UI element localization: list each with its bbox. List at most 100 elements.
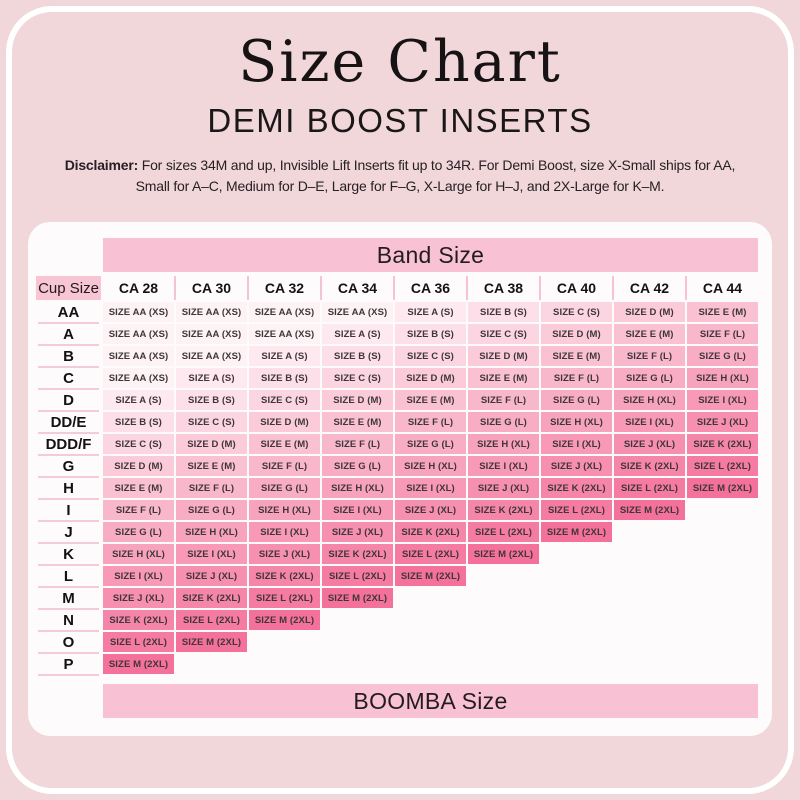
table-row: O SIZE L (2XL) SIZE M (2XL): [36, 632, 758, 654]
size-cell: SIZE L (2XL): [395, 544, 466, 564]
size-cell: SIZE J (XL): [395, 500, 466, 520]
size-cell: SIZE F (L): [541, 368, 612, 388]
size-cell: SIZE M (2XL): [103, 654, 174, 674]
band-size-column-header: CA 30: [176, 276, 247, 300]
size-cell: SIZE E (M): [249, 434, 320, 454]
size-cell: SIZE L (2XL): [541, 500, 612, 520]
size-cell: SIZE C (S): [541, 302, 612, 322]
size-cell: SIZE I (XL): [176, 544, 247, 564]
table-row: AA SIZE AA (XS) SIZE AA (XS) SIZE AA (XS) SI…: [36, 302, 758, 324]
empty-cell: [395, 610, 466, 630]
table-row: L SIZE I (XL) SIZE J (XL) SIZE K (2XL) SIZE …: [36, 566, 758, 588]
size-cell: SIZE I (XL): [322, 500, 393, 520]
empty-cell: [614, 566, 685, 586]
size-cell: SIZE A (S): [395, 302, 466, 322]
size-cell: SIZE H (XL): [103, 544, 174, 564]
size-cell: SIZE K (2XL): [687, 434, 758, 454]
size-cell: SIZE E (M): [103, 478, 174, 498]
band-size-column-header: CA 34: [322, 276, 393, 300]
band-size-column-header: CA 36: [395, 276, 466, 300]
size-cell: SIZE H (XL): [614, 390, 685, 410]
size-cell: SIZE C (S): [249, 390, 320, 410]
empty-cell: [395, 632, 466, 652]
cup-size-label: O: [36, 632, 101, 654]
size-cell: SIZE C (S): [103, 434, 174, 454]
size-cell: SIZE F (L): [249, 456, 320, 476]
empty-cell: [687, 610, 758, 630]
size-cell: SIZE AA (XS): [176, 302, 247, 322]
band-size-column-header: CA 32: [249, 276, 320, 300]
cup-size-label: B: [36, 346, 101, 368]
size-cell: SIZE A (S): [249, 346, 320, 366]
table-row: J SIZE G (L) SIZE H (XL) SIZE I (XL) SIZE J …: [36, 522, 758, 544]
empty-cell: [614, 654, 685, 674]
cup-size-label: H: [36, 478, 101, 500]
empty-cell: [687, 632, 758, 652]
size-cell: SIZE H (XL): [687, 368, 758, 388]
size-cell: SIZE D (M): [614, 302, 685, 322]
empty-cell: [687, 522, 758, 542]
size-cell: SIZE AA (XS): [103, 302, 174, 322]
cup-size-label: AA: [36, 302, 101, 324]
size-cell: SIZE G (L): [322, 456, 393, 476]
size-cell: SIZE M (2XL): [249, 610, 320, 630]
empty-cell: [322, 610, 393, 630]
band-size-column-header: CA 40: [541, 276, 612, 300]
size-cell: SIZE E (M): [614, 324, 685, 344]
cup-size-label: D: [36, 390, 101, 412]
empty-cell: [395, 588, 466, 608]
size-cell: SIZE K (2XL): [176, 588, 247, 608]
cup-size-label: C: [36, 368, 101, 390]
size-cell: SIZE J (XL): [687, 412, 758, 432]
size-cell: SIZE L (2XL): [614, 478, 685, 498]
size-cell: SIZE B (S): [176, 390, 247, 410]
size-cell: SIZE B (S): [468, 302, 539, 322]
band-size-header: Band Size: [103, 238, 758, 272]
size-cell: SIZE F (L): [614, 346, 685, 366]
size-cell: SIZE F (L): [395, 412, 466, 432]
size-cell: SIZE G (L): [176, 500, 247, 520]
table-row: G SIZE D (M) SIZE E (M) SIZE F (L) SIZE G (L…: [36, 456, 758, 478]
size-cell: SIZE H (XL): [395, 456, 466, 476]
size-cell: SIZE D (M): [103, 456, 174, 476]
size-cell: SIZE F (L): [468, 390, 539, 410]
cup-size-label: N: [36, 610, 101, 632]
empty-cell: [249, 632, 320, 652]
empty-cell: [614, 588, 685, 608]
size-cell: SIZE K (2XL): [541, 478, 612, 498]
size-cell: SIZE B (S): [395, 324, 466, 344]
size-cell: SIZE D (M): [541, 324, 612, 344]
page-header: Size Chart DEMI BOOST INSERTS Disclaimer…: [0, 0, 800, 198]
cup-size-label: L: [36, 566, 101, 588]
empty-cell: [322, 632, 393, 652]
size-cell: SIZE J (XL): [249, 544, 320, 564]
size-cell: SIZE B (S): [103, 412, 174, 432]
table-row: H SIZE E (M) SIZE F (L) SIZE G (L) SIZE H (X…: [36, 478, 758, 500]
size-cell: SIZE F (L): [322, 434, 393, 454]
size-cell: SIZE C (S): [322, 368, 393, 388]
size-cell: SIZE F (L): [687, 324, 758, 344]
empty-cell: [541, 588, 612, 608]
table-row: D SIZE A (S) SIZE B (S) SIZE C (S) SIZE D (M…: [36, 390, 758, 412]
size-cell: SIZE L (2XL): [468, 522, 539, 542]
empty-cell: [687, 566, 758, 586]
size-cell: SIZE H (XL): [468, 434, 539, 454]
size-cell: SIZE I (XL): [541, 434, 612, 454]
size-cell: SIZE I (XL): [103, 566, 174, 586]
empty-cell: [468, 610, 539, 630]
size-cell: SIZE L (2XL): [103, 632, 174, 652]
disclaimer: Disclaimer: For sizes 34M and up, Invisi…: [50, 155, 750, 198]
size-cell: SIZE L (2XL): [322, 566, 393, 586]
boomba-size-footer-label: BOOMBA Size: [353, 687, 508, 714]
size-cell: SIZE J (XL): [468, 478, 539, 498]
size-cell: SIZE G (L): [541, 390, 612, 410]
empty-cell: [614, 632, 685, 652]
table-header-row: Cup Size CA 28 CA 30 CA 32 CA 34 CA 36 CA 38 CA…: [36, 276, 758, 300]
empty-cell: [468, 588, 539, 608]
size-cell: SIZE K (2XL): [322, 544, 393, 564]
empty-cell: [541, 610, 612, 630]
size-cell: SIZE H (XL): [322, 478, 393, 498]
size-cell: SIZE G (L): [687, 346, 758, 366]
cup-size-label: DDD/F: [36, 434, 101, 456]
empty-cell: [541, 566, 612, 586]
